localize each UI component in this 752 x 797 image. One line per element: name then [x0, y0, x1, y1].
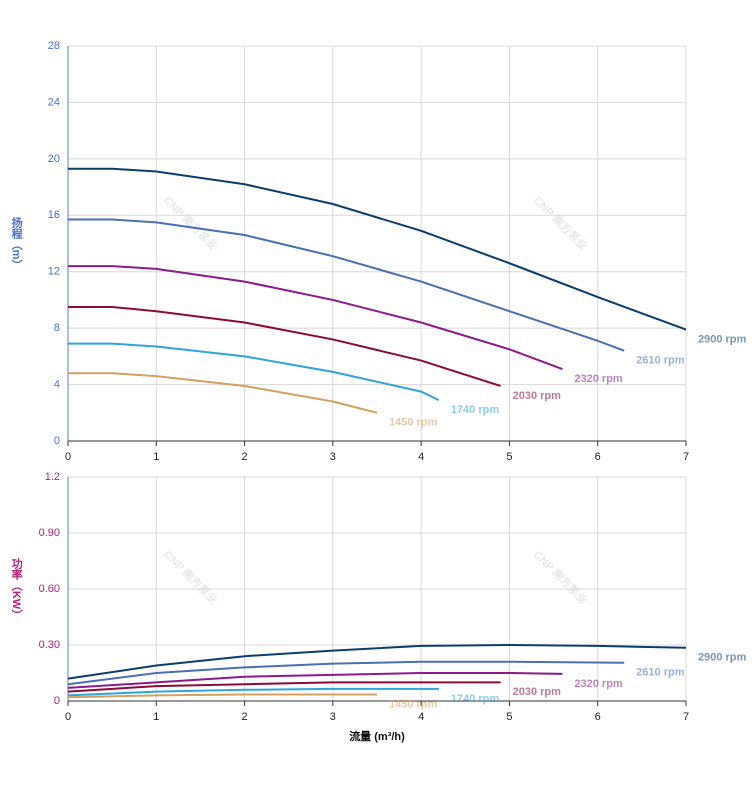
x-tick-label: 4	[418, 451, 424, 463]
watermark: CNP 南方泵业	[531, 193, 590, 252]
series-line	[68, 265, 563, 370]
series-line	[67, 643, 687, 680]
series-line	[67, 687, 439, 697]
series-line	[68, 305, 501, 387]
series-line	[67, 693, 377, 699]
x-tick-label: 1	[153, 711, 159, 723]
watermark: CNP 南方泵业	[161, 547, 220, 606]
series-label: 1740 rpm	[451, 404, 500, 416]
x-tick-label: 1	[153, 451, 159, 463]
series-label: 2610 rpm	[636, 355, 685, 367]
series-label: 2900 rpm	[698, 333, 747, 345]
y-tick-label: 0.60	[39, 583, 60, 595]
x-axis-label: 流量 (m³/h)	[349, 729, 405, 743]
y-tick-label: 0.90	[39, 527, 60, 539]
y-tick-label: 28	[48, 40, 60, 52]
y-tick-label: 4	[54, 378, 60, 390]
x-tick-label: 3	[330, 451, 336, 463]
x-tick-label: 4	[418, 711, 424, 723]
y-axis-label: 功率（KW）	[10, 557, 24, 621]
series-label: 2320 rpm	[574, 373, 623, 385]
x-tick-label: 0	[65, 451, 71, 463]
y-tick-label: 1.2	[45, 471, 60, 483]
x-tick-label: 5	[506, 711, 512, 723]
series-label: 1450 rpm	[389, 417, 438, 429]
series-label: 1450 rpm	[389, 698, 438, 710]
series-label: 2030 rpm	[513, 686, 562, 698]
watermark: CNP 南方泵业	[161, 193, 220, 252]
watermark: CNP 南方泵业	[531, 547, 590, 606]
x-tick-label: 2	[242, 711, 248, 723]
y-tick-label: 8	[54, 322, 60, 334]
x-tick-label: 6	[595, 451, 601, 463]
series-line	[67, 660, 625, 686]
x-tick-label: 6	[595, 711, 601, 723]
series-line	[68, 342, 440, 401]
y-tick-label: 0.30	[39, 639, 60, 651]
series-line	[67, 681, 501, 693]
y-tick-label: 12	[48, 266, 60, 278]
y-tick-label: 0	[54, 695, 60, 707]
series-label: 2030 rpm	[513, 390, 562, 402]
y-tick-label: 20	[48, 153, 60, 165]
x-tick-label: 2	[242, 451, 248, 463]
y-tick-label: 24	[48, 96, 60, 108]
series-label: 2320 rpm	[574, 678, 623, 690]
series-label: 1740 rpm	[451, 693, 500, 705]
y-tick-label: 0	[54, 435, 60, 447]
x-tick-label: 5	[506, 451, 512, 463]
series-label: 2610 rpm	[636, 667, 685, 679]
y-tick-label: 16	[48, 209, 60, 221]
x-tick-label: 7	[683, 711, 689, 723]
x-tick-label: 0	[65, 711, 71, 723]
series-line	[68, 218, 625, 352]
x-tick-label: 3	[330, 711, 336, 723]
x-tick-label: 7	[683, 451, 689, 463]
series-line	[67, 672, 563, 689]
series-line	[68, 167, 687, 331]
series-label: 2900 rpm	[698, 652, 747, 664]
y-axis-label: 扬程（m）	[10, 215, 24, 270]
series-line	[68, 372, 378, 414]
